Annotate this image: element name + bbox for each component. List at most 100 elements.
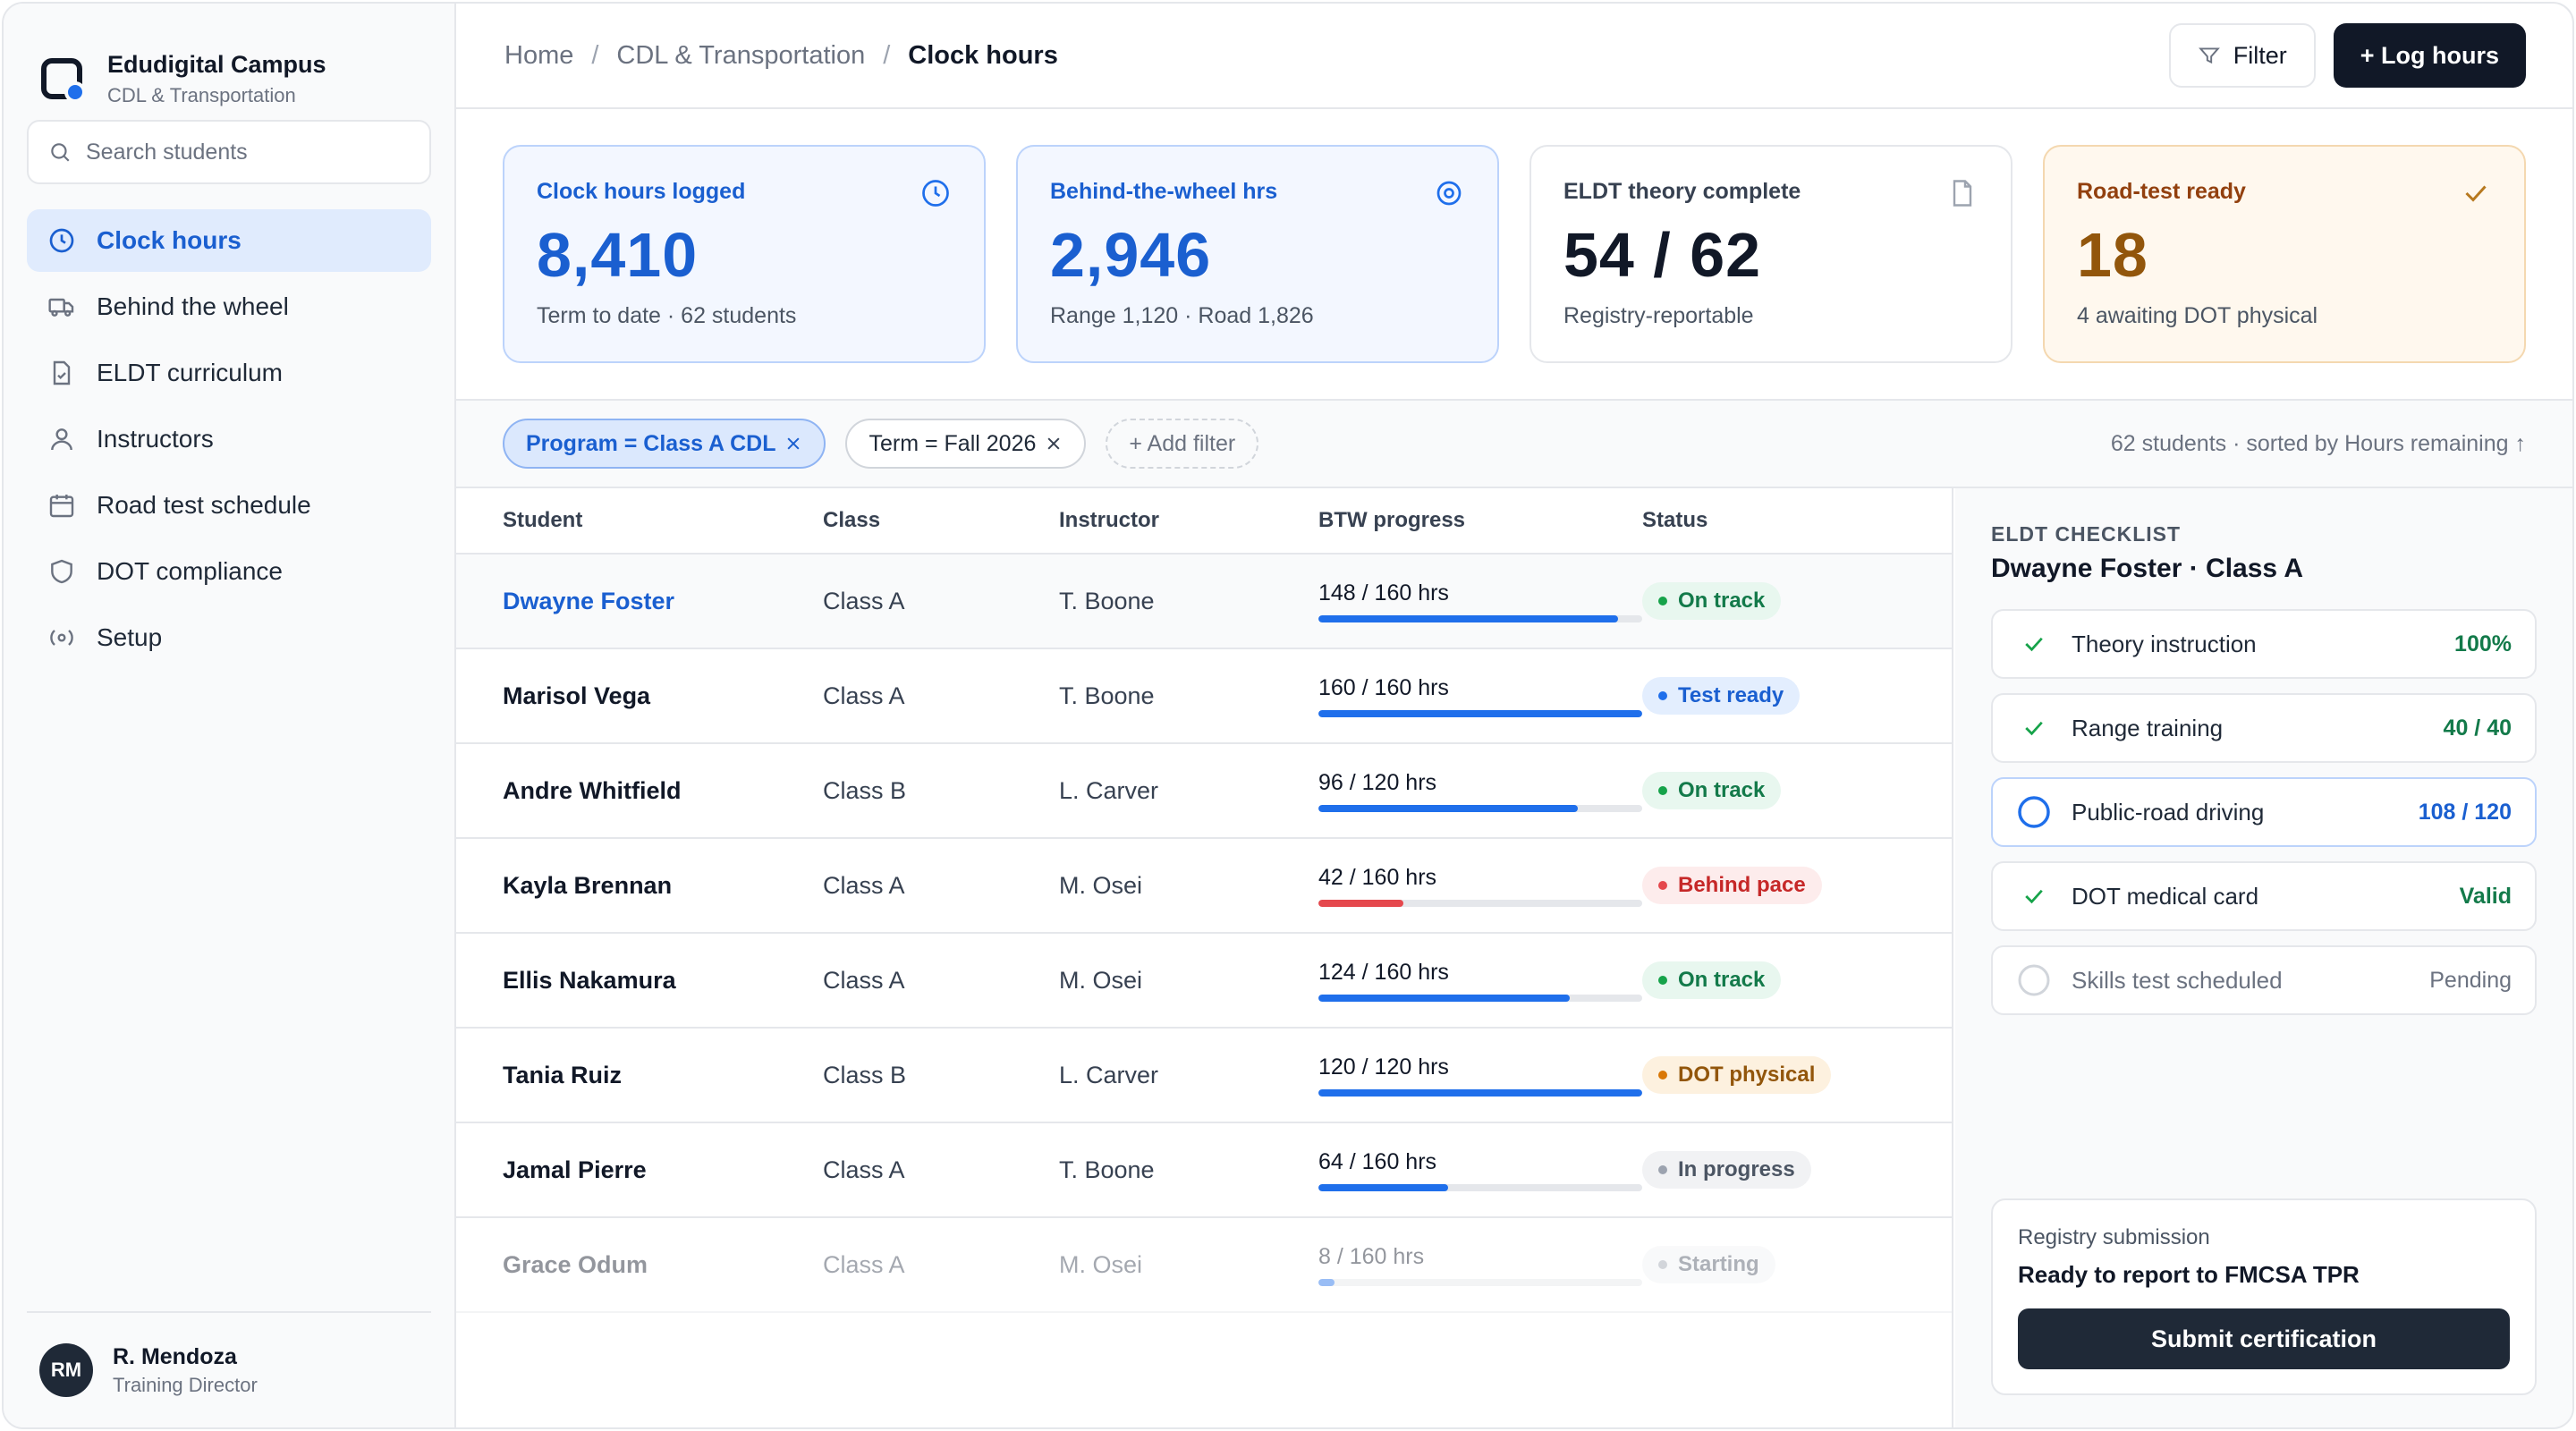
table-row[interactable]: Marisol Vega Class A T. Boone 160 / 160 hrs… (456, 649, 1952, 744)
checklist-item[interactable]: Range training 40 / 40 (1991, 693, 2537, 763)
progress-label: 64 / 160 hrs (1318, 1148, 1437, 1174)
status-badge: On track (1642, 961, 1782, 999)
progress-track (1318, 804, 1642, 812)
status-label: Test ready (1678, 683, 1784, 707)
breadcrumb-separator: / (591, 40, 599, 70)
sidebar-item-instructors[interactable]: Instructors (27, 408, 431, 470)
column-header-class[interactable]: Class (823, 508, 881, 532)
progress-label: 42 / 160 hrs (1318, 864, 1437, 890)
student-name[interactable]: Marisol Vega (503, 682, 651, 709)
status-cell: On track (1642, 961, 1952, 999)
checklist-item-label: Range training (2072, 714, 2224, 741)
status-label: Starting (1678, 1252, 1759, 1276)
student-name[interactable]: Dwayne Foster (503, 587, 675, 614)
kpi-label: Behind-the-wheel hrs (1050, 179, 1278, 204)
checklist-item-label: Theory instruction (2072, 630, 2257, 657)
checklist-item-value: 100% (2454, 631, 2512, 656)
table-row[interactable]: Kayla Brennan Class A M. Osei 42 / 160 hrs B… (456, 839, 1952, 934)
main-content: Home / CDL & Transportation / Clock hour… (456, 4, 2572, 1427)
column-header-instructor[interactable]: Instructor (1059, 508, 1160, 532)
status-badge: Starting (1642, 1246, 1775, 1283)
table-row[interactable]: Ellis Nakamura Class A M. Osei 124 / 160 hr… (456, 934, 1952, 1029)
eldt-checklist-panel: ELDT CHECKLIST Dwayne Foster · Class A T… (1955, 488, 2572, 1427)
kpi-subtext: Registry-reportable (1563, 303, 1754, 328)
sidebar-item-clock-hours[interactable]: Clock hours (27, 209, 431, 272)
filter-button-label: Filter (2233, 41, 2287, 69)
student-name[interactable]: Grace Odum (503, 1250, 648, 1278)
sidebar-item-setup[interactable]: Setup (27, 606, 431, 669)
student-name[interactable]: Kayla Brennan (503, 871, 673, 899)
progress-label: 124 / 160 hrs (1318, 959, 1449, 985)
log-hours-button[interactable]: + Log hours (2333, 23, 2526, 88)
status-dot (1658, 881, 1667, 890)
table-row[interactable]: Andre Whitfield Class B L. Carver 96 / 120 … (456, 744, 1952, 839)
status-dot (1658, 786, 1667, 795)
column-header-status[interactable]: Status (1642, 508, 1708, 532)
status-label: On track (1678, 778, 1766, 802)
btw-progress: 160 / 160 hrs (1318, 675, 1642, 717)
progress-track (1318, 899, 1642, 907)
settings-icon (47, 622, 77, 653)
document-check-icon (47, 358, 77, 388)
status-dot (1658, 597, 1667, 605)
registry-label: Registry submission (2018, 1225, 2210, 1249)
search-box[interactable] (27, 120, 431, 184)
checklist-item[interactable]: Public-road driving 108 / 120 (1991, 777, 2537, 847)
status-badge: DOT physical (1642, 1056, 1832, 1094)
kpi-row: Clock hours logged 8,410 Term to date · … (456, 109, 2572, 397)
search-input[interactable] (86, 139, 426, 165)
kpi-value: 2,946 (1050, 220, 1212, 290)
student-name[interactable]: Jamal Pierre (503, 1156, 647, 1183)
student-name[interactable]: Andre Whitfield (503, 776, 682, 804)
filter-chip-term[interactable]: Term = Fall 2026 (845, 419, 1087, 469)
sidebar-item-eldt-curriculum[interactable]: ELDT curriculum (27, 342, 431, 404)
status-dot (1658, 976, 1667, 985)
sidebar-item-behind-the-wheel[interactable]: Behind the wheel (27, 275, 431, 338)
progress-track (1318, 614, 1642, 622)
student-class: Class A (823, 966, 905, 994)
status-label: On track (1678, 968, 1766, 992)
breadcrumb-home[interactable]: Home (504, 40, 574, 70)
add-filter-button[interactable]: + Add filter (1106, 419, 1259, 469)
student-class: Class A (823, 1250, 905, 1278)
student-name[interactable]: Ellis Nakamura (503, 966, 676, 994)
check-icon (2016, 710, 2052, 746)
progress-fill (1318, 899, 1404, 907)
status-badge: On track (1642, 582, 1782, 620)
filter-chip-program[interactable]: Program = Class A CDL (503, 419, 826, 469)
table-row[interactable]: Grace Odum Class A M. Osei 8 / 160 hrs Start… (456, 1218, 1952, 1313)
filter-chip-label: Program = Class A CDL (526, 430, 776, 456)
panel-title: Dwayne Foster · Class A (1991, 554, 2303, 583)
sidebar-item-road-test-schedule[interactable]: Road test schedule (27, 474, 431, 537)
table-row[interactable]: Dwayne Foster Class A T. Boone 148 / 160 hr… (456, 555, 1952, 649)
submit-certification-button[interactable]: Submit certification (2018, 1308, 2510, 1369)
column-header-btw-progress[interactable]: BTW progress (1318, 508, 1466, 532)
close-icon[interactable] (1045, 435, 1063, 453)
registry-title: Ready to report to FMCSA TPR (2018, 1261, 2360, 1288)
checklist-item[interactable]: Theory instruction 100% (1991, 609, 2537, 679)
table-row[interactable]: Tania Ruiz Class B L. Carver 120 / 120 hrs D… (456, 1029, 1952, 1123)
sidebar-nav: Clock hours Behind the wheel ELDT curric… (4, 209, 454, 669)
checklist-item[interactable]: DOT medical card Valid (1991, 861, 2537, 931)
user-profile[interactable]: RM R. Mendoza Training Director (27, 1311, 431, 1427)
checklist-item[interactable]: Skills test scheduled Pending (1991, 945, 2537, 1015)
student-instructor: L. Carver (1059, 776, 1159, 804)
table-row[interactable]: Jamal Pierre Class A T. Boone 64 / 160 hrs I… (456, 1123, 1952, 1218)
truck-icon (47, 292, 77, 322)
filter-button[interactable]: Filter (2168, 23, 2316, 88)
close-icon[interactable] (784, 435, 802, 453)
check-icon (2465, 185, 2487, 202)
sidebar-item-label: Road test schedule (97, 491, 311, 519)
student-name[interactable]: Tania Ruiz (503, 1061, 623, 1088)
search-icon (51, 143, 70, 162)
sidebar-item-label: Setup (97, 623, 163, 651)
btw-progress: 42 / 160 hrs (1318, 865, 1642, 907)
progress-track (1318, 994, 1642, 1002)
breadcrumb-section[interactable]: CDL & Transportation (616, 40, 866, 70)
checklist: Theory instruction 100% Range training 40 /… (1991, 609, 2537, 1015)
column-header-student[interactable]: Student (503, 508, 583, 532)
filter-icon (2198, 47, 2220, 64)
sidebar-item-dot-compliance[interactable]: DOT compliance (27, 540, 431, 603)
status-cell: Behind pace (1642, 867, 1952, 904)
